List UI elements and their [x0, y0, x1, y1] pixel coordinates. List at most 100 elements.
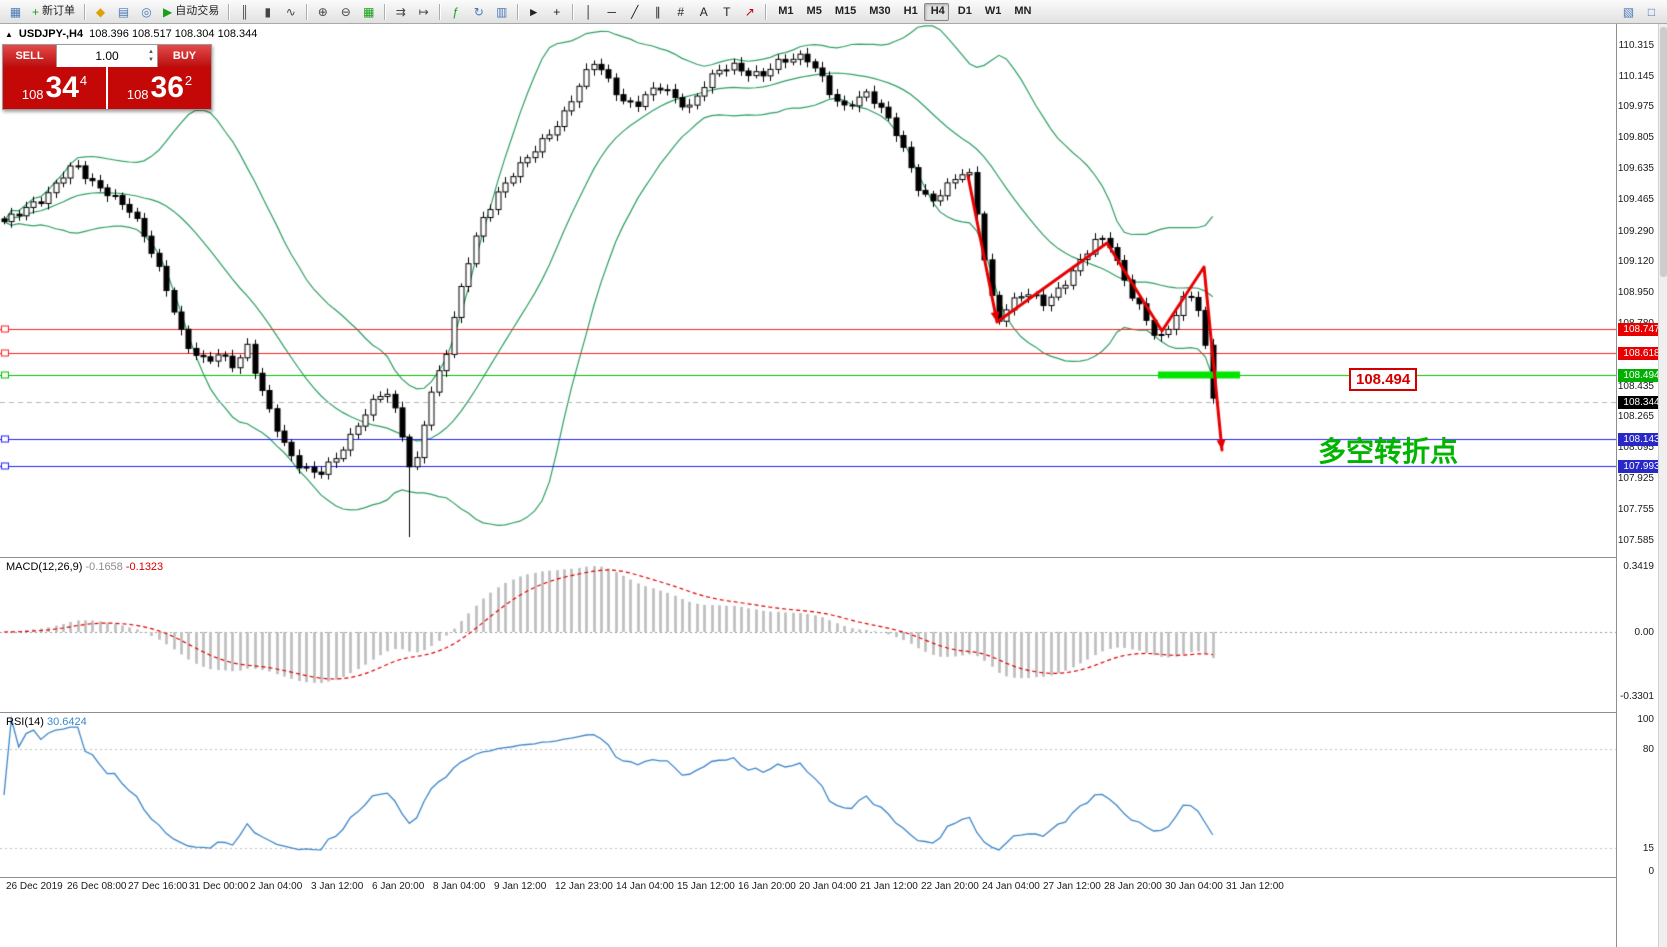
tf-mn[interactable]: MN — [1007, 3, 1035, 21]
axis-tick-label: 109.635 — [1617, 163, 1654, 175]
text-icon[interactable]: A — [693, 2, 714, 22]
axis-tick-label: 108.095 — [1617, 442, 1654, 454]
tf-m1[interactable]: M1 — [771, 3, 797, 21]
trendline-icon-glyph: ╱ — [631, 4, 639, 19]
tf-m15[interactable]: M15 — [828, 3, 860, 21]
time-axis-label: 14 Jan 04:00 — [616, 881, 674, 892]
auto-scroll-icon-glyph: ⇉ — [395, 4, 406, 19]
label-icon[interactable]: T — [716, 2, 737, 22]
symbol-ohlc-values: 108.396 108.517 108.304 108.344 — [89, 28, 258, 40]
channel-icon[interactable]: ∥ — [647, 2, 668, 22]
data-window-icon-glyph: ▤ — [117, 4, 130, 19]
tf-w1[interactable]: W1 — [978, 3, 1006, 21]
pane-separator-rsi[interactable] — [0, 712, 1616, 713]
macd-pane-canvas[interactable] — [0, 558, 1616, 712]
axis-tick-label: 109.290 — [1617, 225, 1654, 237]
arrows-icon[interactable]: ↗ — [739, 2, 760, 22]
terminal-icon[interactable]: ▦ — [5, 2, 26, 22]
axis-price-badge: 108.143 — [1618, 432, 1665, 446]
bid-price-figure: 108 — [21, 87, 44, 102]
sell-button[interactable]: 108 34 4 — [3, 67, 106, 109]
tf-h4[interactable]: H4 — [923, 2, 949, 21]
chart-profile-icon[interactable]: ▧ — [1618, 2, 1639, 22]
tf-m5[interactable]: M5 — [800, 3, 826, 21]
period-icon[interactable]: ↻ — [468, 2, 489, 22]
axis-tick-label: 110.315 — [1618, 39, 1654, 51]
period-icon-glyph: ↻ — [473, 4, 484, 19]
volume-spinner[interactable]: ▲ ▼ — [148, 48, 154, 64]
autotrading-button[interactable]: ▶ 自动交易 — [159, 2, 223, 22]
axis-price-badge: 108.618 — [1618, 346, 1665, 360]
time-axis-label: 15 Jan 12:00 — [677, 881, 735, 892]
vertical-line-icon[interactable]: │ — [578, 2, 599, 22]
vertical-line-icon-glyph: │ — [585, 4, 593, 19]
toolbar-separator — [572, 3, 574, 20]
toolbar-separator — [84, 3, 86, 20]
time-axis-label: 22 Jan 20:00 — [921, 881, 979, 892]
axis-tick-label: 109.975 — [1617, 101, 1654, 113]
buy-button[interactable]: 108 36 2 — [108, 67, 211, 109]
tile-windows-icon[interactable]: ▦ — [358, 2, 379, 22]
time-axis-label: 6 Jan 20:00 — [372, 881, 425, 892]
tf-m1-label: M1 — [778, 5, 794, 17]
cursor-icon[interactable]: ► — [523, 2, 544, 22]
toolbar-separator — [439, 3, 441, 20]
time-axis-label: 16 Jan 20:00 — [738, 881, 796, 892]
indicators-icon[interactable]: ƒ — [445, 2, 466, 22]
arrows-icon-glyph: ↗ — [744, 4, 755, 19]
spinner-up-icon[interactable]: ▲ — [148, 49, 154, 55]
axis-price-badge: 108.494 — [1618, 368, 1665, 382]
tf-m30[interactable]: M30 — [862, 3, 894, 21]
bid-price-main: 34 — [45, 71, 79, 104]
scrollbar-thumb[interactable] — [1660, 27, 1667, 277]
spinner-down-icon[interactable]: ▼ — [148, 57, 154, 63]
window-layout-icon[interactable]: □ — [1641, 2, 1662, 22]
collapse-arrow-icon[interactable]: ▲ — [5, 29, 13, 39]
market-watch-icon[interactable]: ◆ — [90, 2, 111, 22]
navigator-icon[interactable]: ◎ — [136, 2, 157, 22]
data-window-icon[interactable]: ▤ — [113, 2, 134, 22]
toolbar-right-group: ▧ □ — [1617, 0, 1663, 23]
ask-price-main: 36 — [150, 71, 184, 104]
tf-h1-label: H1 — [903, 5, 918, 17]
line-chart-icon-glyph: ∿ — [285, 4, 296, 19]
horizontal-line-icon[interactable]: ─ — [601, 2, 622, 22]
sell-caption: SELL — [3, 45, 56, 67]
zoom-in-icon[interactable]: ⊕ — [312, 2, 333, 22]
symbol-title-bar: ▲ USDJPY-,H4 108.396 108.517 108.304 108… — [5, 28, 257, 40]
trendline-icon[interactable]: ╱ — [624, 2, 645, 22]
templates-icon[interactable]: ▥ — [491, 2, 512, 22]
axis-tick-label: -0.3301 — [1620, 690, 1654, 702]
time-axis-label: 12 Jan 23:00 — [555, 881, 613, 892]
terminal-icon-glyph: ▦ — [9, 4, 22, 19]
auto-scroll-icon[interactable]: ⇉ — [390, 2, 411, 22]
crosshair-icon[interactable]: + — [546, 2, 567, 22]
window-layout-icon-glyph: □ — [1647, 4, 1656, 19]
chart-shift-icon[interactable]: ↦ — [413, 2, 434, 22]
toolbar-separator — [384, 3, 386, 20]
price-chart-canvas[interactable] — [0, 24, 1616, 557]
zoom-out-icon[interactable]: ⊖ — [335, 2, 356, 22]
candlestick-chart-icon-glyph: ▮ — [264, 4, 272, 19]
tf-h1[interactable]: H1 — [897, 3, 922, 21]
rsi-indicator-label: RSI(14) 30.6424 — [6, 716, 87, 728]
axis-price-badge: 107.993 — [1618, 459, 1665, 473]
bar-chart-icon[interactable]: ║ — [234, 2, 255, 22]
vertical-scrollbar[interactable] — [1658, 24, 1667, 947]
tf-m30-label: M30 — [869, 5, 891, 17]
rsi-pane-canvas[interactable] — [0, 713, 1616, 877]
time-axis-label: 31 Jan 12:00 — [1226, 881, 1284, 892]
time-axis-label: 27 Dec 16:00 — [128, 881, 188, 892]
new-order-button[interactable]: + 新订单 — [28, 2, 79, 22]
volume-field[interactable]: 1.00 ▲ ▼ — [56, 45, 158, 67]
tf-d1[interactable]: D1 — [951, 3, 976, 21]
candlestick-chart-icon[interactable]: ▮ — [257, 2, 278, 22]
time-axis-label: 26 Dec 08:00 — [67, 881, 127, 892]
line-chart-icon[interactable]: ∿ — [280, 2, 301, 22]
toolbar-left-group: ▦ + 新订单 ◆ ▤ ◎ ▶ 自动交易 ║ ▮ ∿ ⊕ ⊖ ▦ ⇉ ↦ ƒ ↻ ▥ ► + │ ─ ╱ ∥ # A T ↗ M1 M5 M1… — [4, 0, 1036, 23]
fibonacci-icon[interactable]: # — [670, 2, 691, 22]
macd-main-value: -0.1658 — [85, 561, 123, 573]
time-axis-label: 21 Jan 12:00 — [860, 881, 918, 892]
pane-separator-macd[interactable] — [0, 557, 1616, 558]
